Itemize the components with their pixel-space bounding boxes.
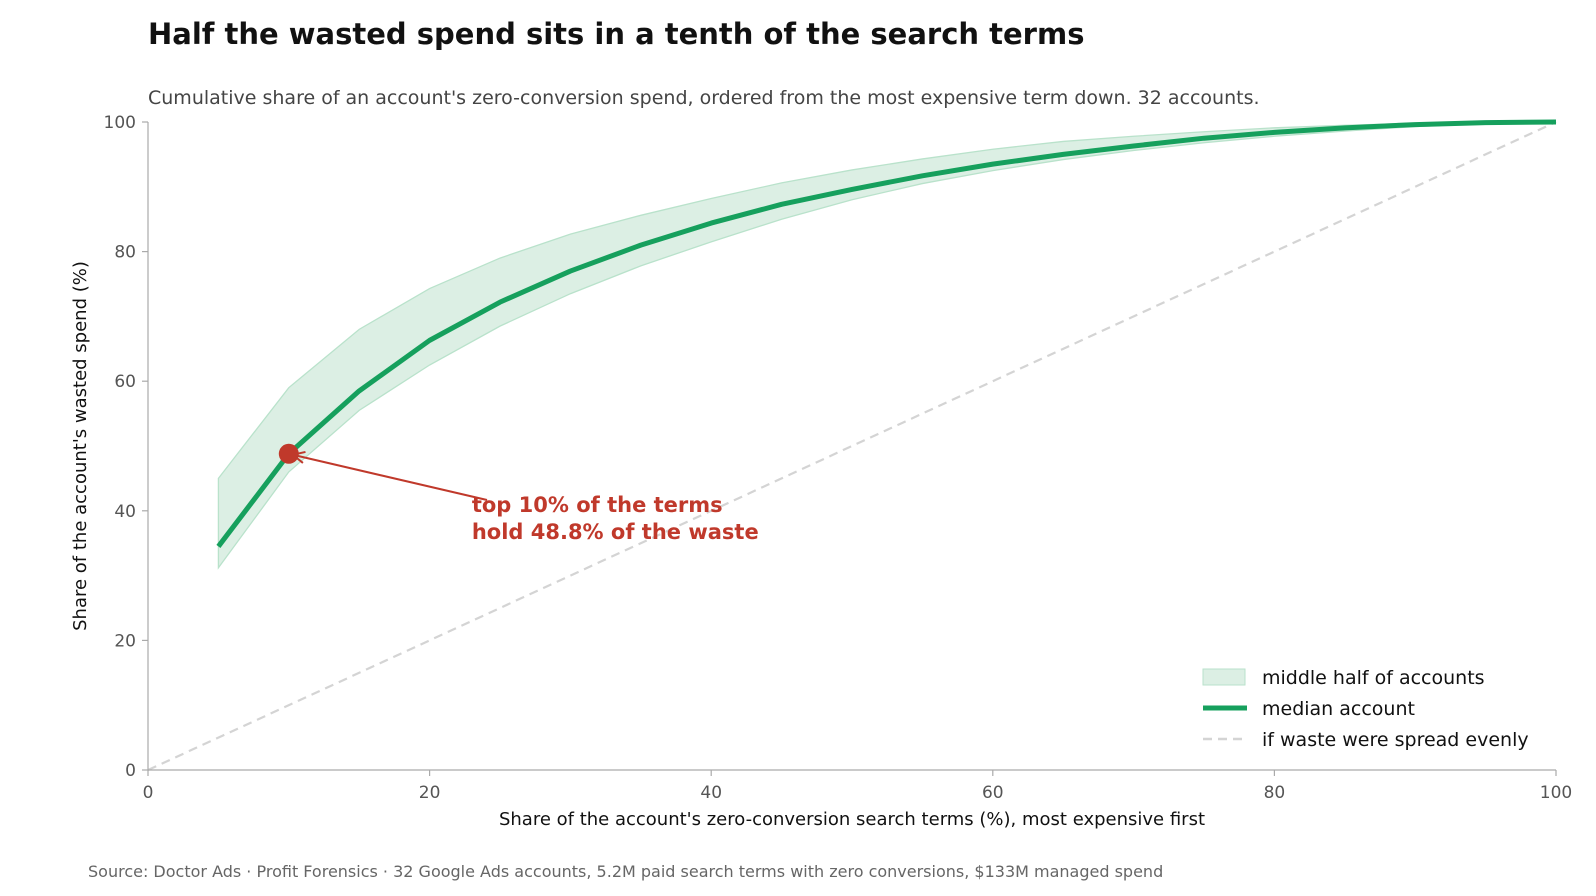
- y-tick-label: 60: [114, 372, 136, 392]
- y-axis-ticks: 0 20 40 60 80 100: [104, 113, 148, 781]
- annotation-marker: [278, 443, 299, 464]
- legend-label-band: middle half of accounts: [1262, 667, 1485, 689]
- legend-label-median: median account: [1262, 698, 1415, 720]
- legend-swatch-band: [1202, 668, 1246, 686]
- annotation-text-line: hold 48.8% of the waste: [472, 520, 759, 544]
- x-tick-label: 20: [419, 783, 441, 803]
- median-layer: [216, 119, 1557, 548]
- x-tick-label: 0: [143, 783, 154, 803]
- y-tick-label: 20: [114, 631, 136, 651]
- annotation: top 10% of the terms hold 48.8% of the wa…: [278, 443, 759, 544]
- y-axis-label: Share of the account's wasted spend (%): [70, 261, 91, 631]
- x-tick-label: 60: [982, 783, 1004, 803]
- y-tick-label: 100: [104, 113, 136, 133]
- chart-title: Half the wasted spend sits in a tenth of…: [148, 17, 1084, 51]
- median-line: [216, 119, 1557, 548]
- y-tick-label: 80: [114, 243, 136, 263]
- x-tick-label: 80: [1264, 783, 1286, 803]
- reference-line: [147, 121, 1557, 771]
- legend-label-reference: if waste were spread evenly: [1262, 729, 1529, 751]
- x-tick-label: 100: [1540, 783, 1572, 803]
- chart-subtitle: Cumulative share of an account's zero-co…: [148, 87, 1260, 109]
- annotation-arrow-line: [292, 453, 488, 501]
- annotation-text-line: top 10% of the terms: [472, 493, 723, 517]
- reference-layer: [147, 121, 1557, 771]
- y-tick-label: 0: [125, 761, 136, 781]
- legend: middle half of accounts median account i…: [1202, 667, 1529, 751]
- x-axis-label: Share of the account's zero-conversion s…: [499, 809, 1205, 830]
- x-axis-ticks: 0 20 40 60 80 100: [143, 770, 1572, 803]
- x-tick-label: 40: [700, 783, 722, 803]
- source-note: Source: Doctor Ads · Profit Forensics · …: [88, 862, 1163, 881]
- y-tick-label: 40: [114, 502, 136, 522]
